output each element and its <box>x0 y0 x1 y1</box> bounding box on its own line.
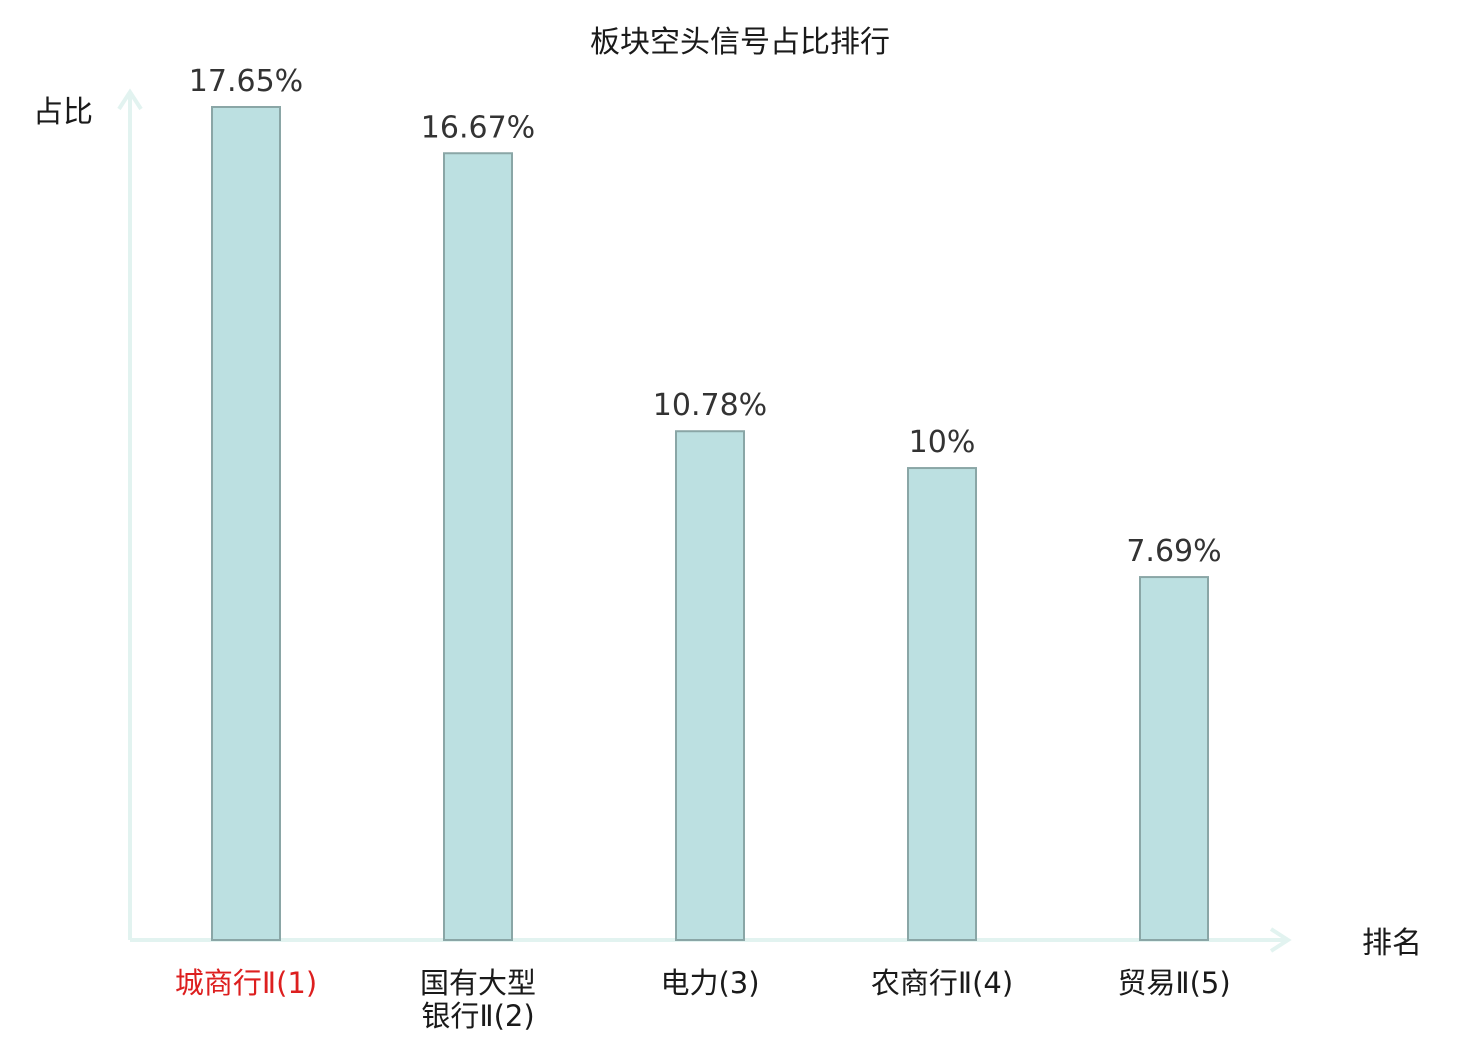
y-axis-arrow-icon <box>117 88 143 111</box>
x-axis: 排名 <box>130 926 1422 961</box>
bars <box>211 106 1209 941</box>
bar <box>1139 576 1209 941</box>
x-axis-label: 排名 <box>1362 926 1422 961</box>
bar-value-label: 17.65% <box>189 64 303 99</box>
chart-title: 板块空头信号占比排行 <box>590 25 890 60</box>
bar-value-label: 10% <box>909 425 976 460</box>
bar <box>675 430 745 941</box>
x-tick-label: 电力(3) <box>660 966 759 1000</box>
y-axis-label: 占比 <box>33 95 93 130</box>
bar-value-label: 16.67% <box>421 110 535 145</box>
bar-value-label: 10.78% <box>653 388 767 423</box>
bar <box>211 106 281 941</box>
y-axis: 占比 <box>33 88 143 940</box>
bar <box>443 152 513 941</box>
x-axis-arrow-icon <box>1269 927 1292 953</box>
x-tick-label: 贸易Ⅱ(5) <box>1117 966 1230 1000</box>
value-labels: 17.65% 16.67% 10.78% 10% 7.69% <box>189 64 1222 569</box>
x-tick-label: 城商行Ⅱ(1) <box>175 966 317 1000</box>
x-tick-label: 国有大型 <box>420 966 536 1000</box>
bar-value-label: 7.69% <box>1126 534 1221 569</box>
x-tick-label: 农商行Ⅱ(4) <box>871 966 1013 1000</box>
x-tick-label: 银行Ⅱ(2) <box>421 999 534 1033</box>
bar <box>907 467 977 941</box>
